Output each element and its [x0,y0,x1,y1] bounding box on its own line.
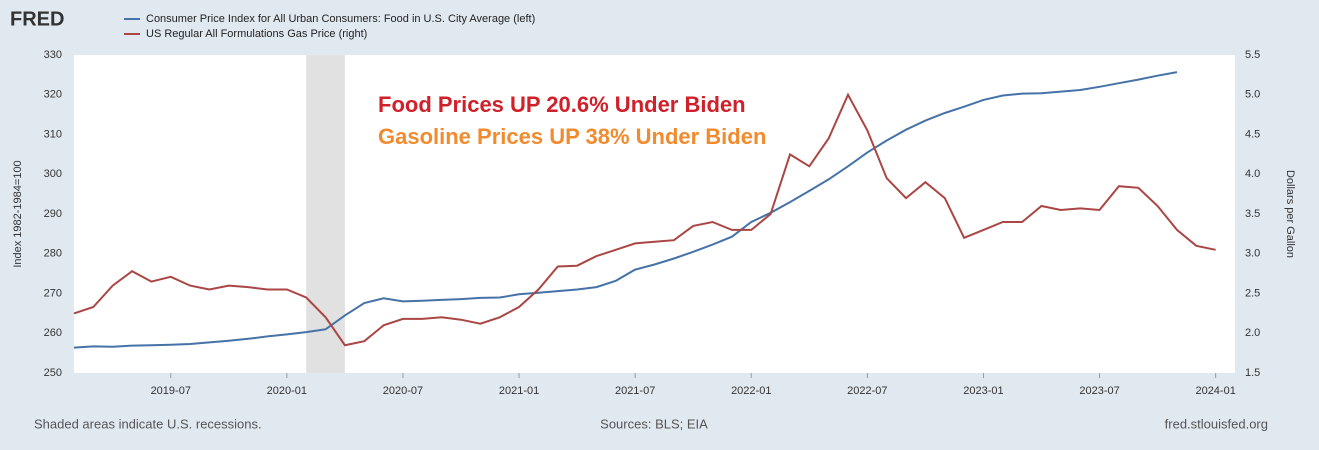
annotation: Gasoline Prices UP 38% Under Biden [378,124,766,149]
x-tick-label: 2023-01 [963,385,1003,397]
legend-label: US Regular All Formulations Gas Price (r… [146,28,367,40]
y-tick-label: 290 [44,208,62,220]
y-axis-label: Index 1982-1984=100 [12,160,24,267]
x-tick-label: 2024-01 [1195,385,1235,397]
y2-tick-label: 5.0 [1245,89,1260,101]
y-tick-label: 280 [44,248,62,260]
x-tick-label: 2021-07 [615,385,655,397]
x-tick-label: 2020-07 [383,385,423,397]
y2-tick-label: 2.5 [1245,287,1260,299]
y-tick-label: 260 [44,327,62,339]
recession-note: Shaded areas indicate U.S. recessions. [34,416,262,431]
logo: FRED [10,8,64,30]
x-tick-label: 2019-07 [151,385,191,397]
y-tick-label: 250 [44,367,62,379]
y-tick-label: 320 [44,89,62,101]
recession-band [306,55,345,373]
plot-area [74,55,1235,373]
y2-axis-label: Dollars per Gallon [1284,170,1296,258]
series-line [73,92,1216,347]
y2-tick-label: 1.5 [1245,367,1260,379]
y2-tick-label: 5.5 [1245,49,1260,61]
x-tick-label: 2023-07 [1079,385,1119,397]
y2-tick-label: 2.0 [1245,327,1260,339]
x-tick-label: 2021-01 [499,385,539,397]
legend-label: Consumer Price Index for All Urban Consu… [146,13,535,25]
x-tick-label: 2022-07 [847,385,887,397]
site: fred.stlouisfed.org [1165,416,1268,431]
source: Sources: BLS; EIA [600,416,708,431]
y2-tick-label: 4.5 [1245,128,1260,140]
annotation: Food Prices UP 20.6% Under Biden [378,92,746,117]
y2-tick-label: 4.0 [1245,168,1260,180]
y-tick-label: 270 [44,287,62,299]
y2-tick-label: 3.5 [1245,208,1260,220]
series-line [73,71,1178,349]
y-tick-label: 330 [44,49,62,61]
y-tick-label: 300 [44,168,62,180]
x-tick-label: 2020-01 [267,385,307,397]
x-tick-label: 2022-01 [731,385,771,397]
y-tick-label: 310 [44,128,62,140]
y2-tick-label: 3.0 [1245,248,1260,260]
